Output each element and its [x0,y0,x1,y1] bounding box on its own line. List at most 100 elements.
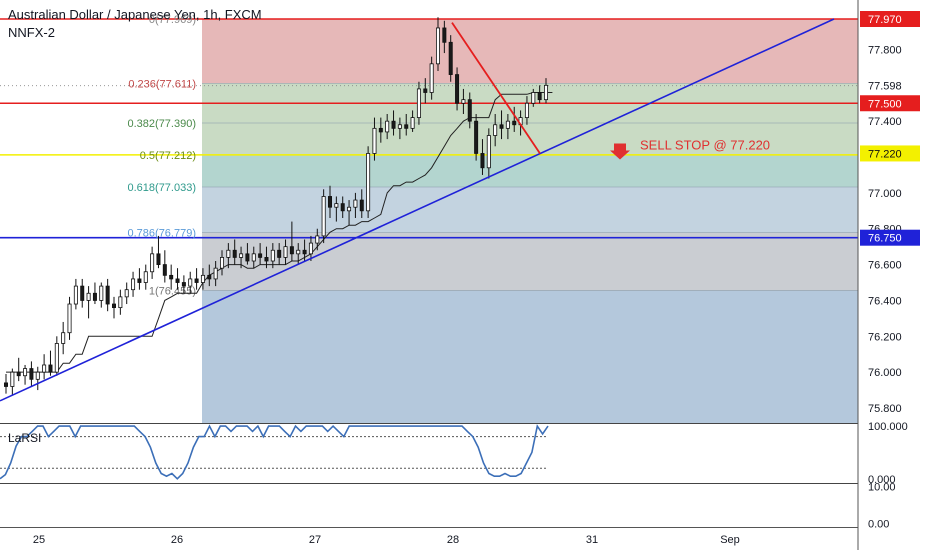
candle-body [493,124,498,136]
rsi-tick-label: 100.000 [868,421,908,433]
price-label-tag [860,77,920,94]
candle-body [505,120,510,129]
candle-body [4,382,9,387]
candle-body [334,203,339,208]
ascending-trendline [0,18,835,402]
candle-body [219,257,224,269]
candle-body [467,99,472,122]
candle-body [327,196,332,208]
time-tick-label: Sep [720,534,740,546]
candle-body [99,285,104,301]
candle-body [321,196,326,237]
candle-body [23,368,28,377]
price-tick-label: 77.400 [868,116,902,128]
candle-body [181,282,186,287]
fib-zone-0 [202,19,858,84]
candle-body [544,84,549,101]
candle-body [340,203,345,212]
rsi-title: LaRSI [8,431,41,445]
candle-body [277,249,282,258]
price-axis[interactable]: 77.80077.40077.00076.80076.60076.40076.2… [857,0,932,550]
candle-body [213,267,218,280]
fib-label-4: 0.618(77.033) [128,182,197,194]
price-tick-label: 77.000 [868,188,902,200]
time-tick-label: 26 [171,534,183,546]
time-tick-label: 25 [33,534,45,546]
candle-body [150,253,155,273]
candle-body [239,253,244,258]
candle-body [378,127,383,133]
candle-body [404,124,409,129]
candle-body [302,249,307,255]
candle-body [156,253,161,265]
candle-body [455,74,460,104]
candle-body [461,99,466,104]
time-tick-label: 31 [586,534,598,546]
candle-body [416,88,421,118]
candle-body [296,249,301,255]
price-label-text: 77.970 [868,14,902,26]
candle-body [200,274,205,283]
candle-body [435,27,440,65]
sell-stop-annotation: SELL STOP @ 77.220 [610,137,770,160]
candle-body [448,41,453,75]
candle-body [124,289,129,298]
fib-zone-3 [202,154,858,187]
candle-body [366,153,371,212]
price-label-tag [860,11,920,27]
candle-body [474,120,479,154]
fib-label-1: 0.236(77.611) [128,78,196,90]
candle-body [429,63,434,93]
candle-body [308,242,313,255]
fibonacci-zones [202,18,858,423]
candle-body [169,274,174,280]
candle-body [29,368,34,380]
candle-body [42,364,47,373]
bottom-tick-label: 10.00 [868,482,896,494]
rsi-line [0,424,549,480]
candle-body [397,124,402,129]
chart-subtitle: NNFX-2 [8,25,55,40]
descending-trendline [451,22,541,154]
candle-body [359,199,364,212]
candle-body [270,249,275,262]
baseline-line [6,92,553,373]
price-tick-label: 75.800 [868,403,902,415]
candle-body [410,117,415,129]
rsi-tick-label: 0.000 [868,474,896,486]
candle-body [118,296,123,309]
candle-body [442,27,447,43]
candle-body [251,253,256,262]
horizontal-lines [0,18,858,239]
price-tick-label: 76.200 [868,331,902,343]
candle-body [54,343,59,373]
time-tick-label: 27 [309,534,321,546]
candle-body [207,274,212,280]
candle-body [175,278,180,283]
fib-zone-5 [202,232,858,291]
price-label-tag [860,95,920,112]
candle-body [385,120,390,133]
candle-body [391,120,396,129]
candle-body [86,292,91,301]
down-arrow-icon [610,143,630,160]
price-label-text: 76.750 [868,233,902,245]
candle-body [486,135,491,169]
candle-body [423,88,428,93]
candle-body [353,199,358,208]
price-tick-label: 76.600 [868,260,902,272]
candle-body [61,332,66,344]
time-axis[interactable]: 25 26 27 28 31 Sep [0,527,858,547]
candle-body [162,264,167,276]
price-label-tag [860,145,920,162]
fib-label-3: 0.5(77.212) [140,150,196,162]
baseline-indicator [6,92,553,373]
candle-body [35,371,40,380]
price-label-tag [860,229,920,246]
fibonacci-labels: 0(77.969) 0.236(77.611) 0.382(77.390) 0.5(7… [128,14,197,298]
price-tick-label: 76.000 [868,367,902,379]
candle-body [372,127,377,154]
candle-body [480,153,485,169]
candle-body [188,278,193,287]
